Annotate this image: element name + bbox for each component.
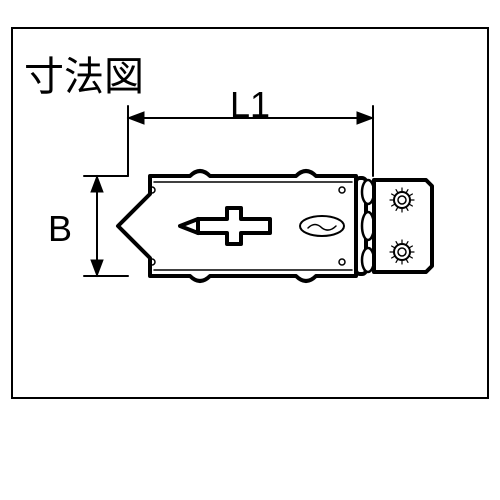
diagram-canvas: 寸法図 L1 B xyxy=(0,0,500,500)
diagram-svg xyxy=(0,0,500,500)
